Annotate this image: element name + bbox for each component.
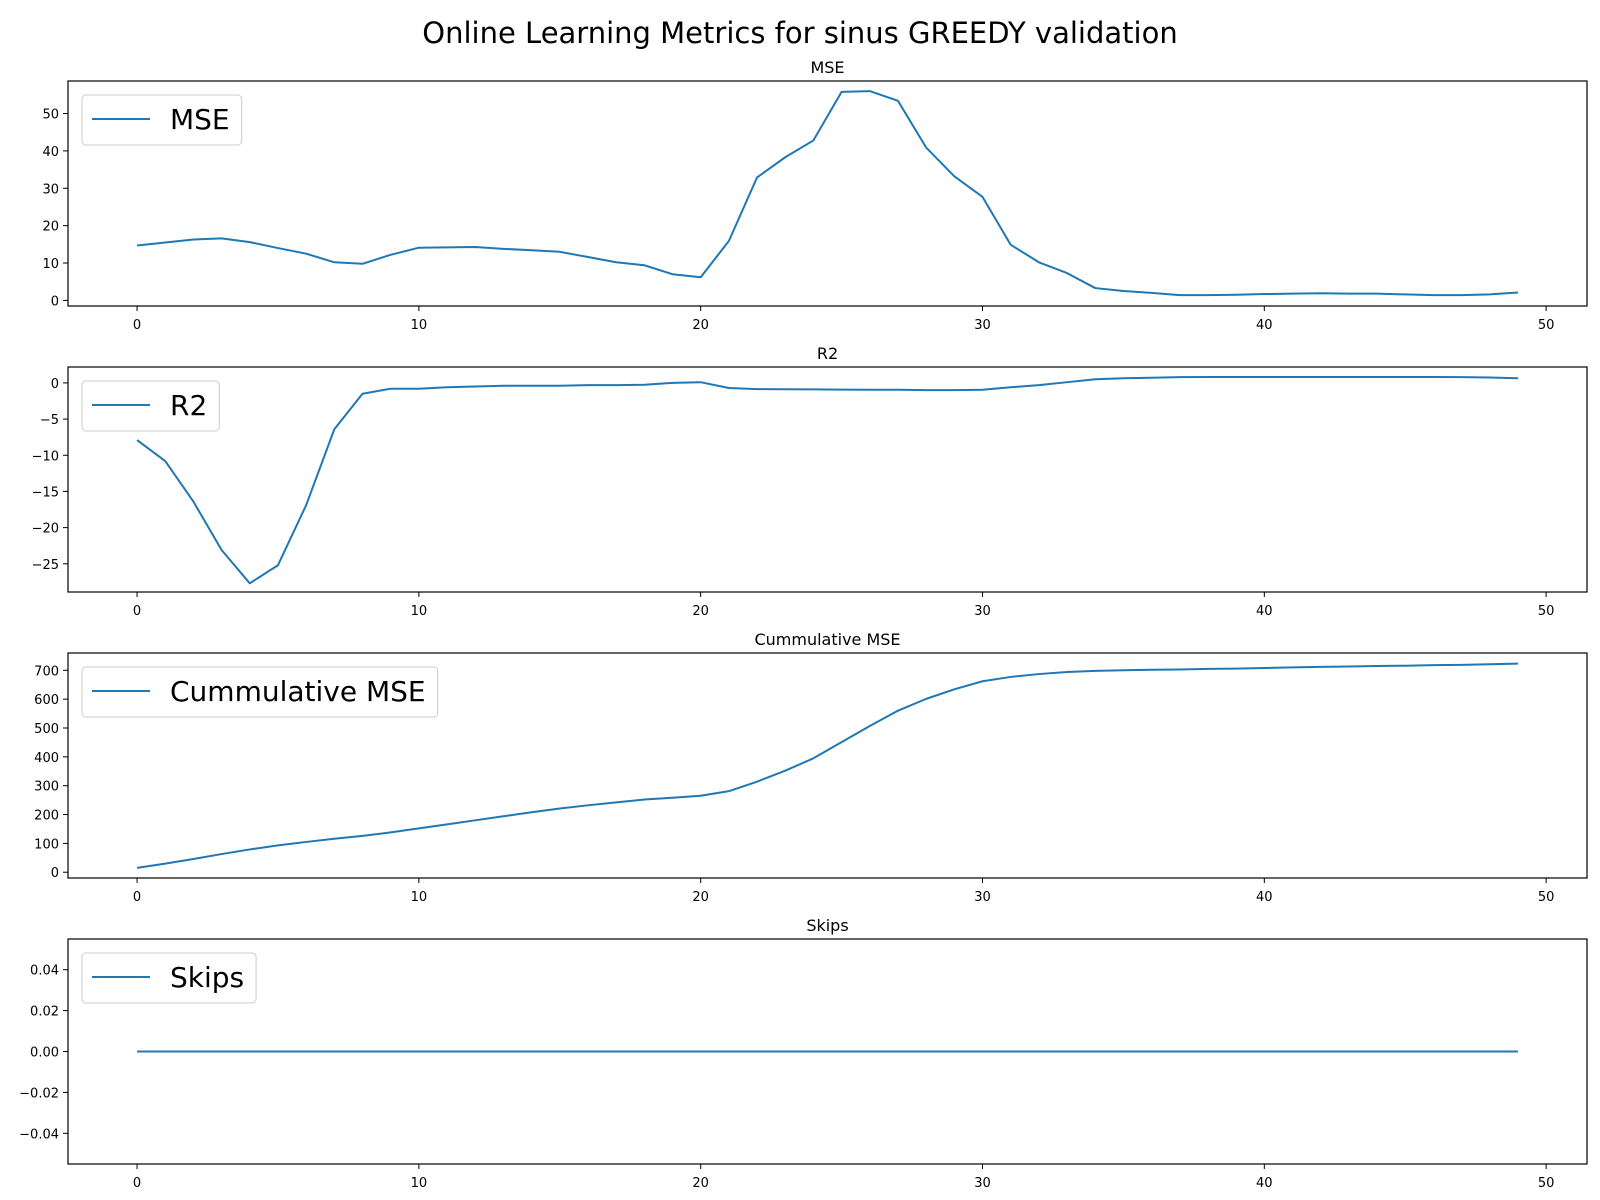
legend-box — [81, 666, 439, 718]
x-tick-label: 40 — [1256, 1176, 1273, 1191]
subplot-title: Cummulative MSE — [754, 630, 900, 649]
figure-title: Online Learning Metrics for sinus GREEDY… — [422, 16, 1178, 50]
x-tick-label: 40 — [1256, 318, 1273, 333]
x-tick-label: 30 — [974, 1176, 991, 1191]
x-tick-label: 0 — [133, 890, 141, 905]
y-tick-label: 10 — [42, 257, 59, 272]
y-tick-label: 0.00 — [30, 1046, 59, 1061]
subplot-title: Skips — [806, 916, 848, 935]
legend-label: MSE — [170, 103, 230, 136]
legend: R2 — [81, 380, 220, 432]
x-tick-label: 30 — [974, 604, 991, 619]
y-tick-label: 50 — [42, 108, 59, 123]
y-tick-label: −0.02 — [19, 1086, 59, 1101]
x-tick-label: 50 — [1538, 318, 1555, 333]
subplot-4: Skips 0 10 20 30 40 50 −0.04 −0.02 0.00 0.02 0.04 Sk… — [19, 916, 1588, 1191]
x-tick-label: 20 — [692, 1176, 709, 1191]
y-tick-label: −5 — [40, 413, 59, 428]
x-tick-label: 30 — [974, 318, 991, 333]
y-tick-label: −10 — [32, 449, 59, 464]
y-tick-label: 20 — [42, 220, 59, 235]
x-tick-label: 20 — [692, 318, 709, 333]
y-tick-label: 100 — [34, 837, 59, 852]
x-tick-label: 40 — [1256, 890, 1273, 905]
y-tick-label: 600 — [34, 693, 59, 708]
x-tick-label: 10 — [411, 1176, 428, 1191]
legend-label: Skips — [170, 961, 244, 994]
y-tick-label: 300 — [34, 780, 59, 795]
x-tick-label: 10 — [411, 604, 428, 619]
y-tick-label: −15 — [32, 485, 59, 500]
axes-frame — [67, 652, 1588, 879]
x-tick-label: 10 — [411, 890, 428, 905]
legend-label: R2 — [170, 389, 207, 422]
x-tick-label: 30 — [974, 890, 991, 905]
y-tick-label: 200 — [34, 809, 59, 824]
y-tick-label: 30 — [42, 182, 59, 197]
axes-frame — [67, 366, 1588, 593]
series-line-1 — [136, 375, 1518, 585]
y-tick-label: 0 — [51, 866, 59, 881]
subplot-title: MSE — [810, 58, 844, 77]
y-tick-label: 400 — [34, 751, 59, 766]
axes-frame — [67, 80, 1588, 307]
y-tick-label: −0.04 — [19, 1127, 59, 1142]
series-line-1 — [136, 90, 1519, 297]
x-tick-label: 20 — [692, 604, 709, 619]
x-tick-label: 50 — [1538, 890, 1555, 905]
y-tick-label: −25 — [32, 558, 59, 573]
x-tick-label: 0 — [133, 318, 141, 333]
y-tick-label: 0.04 — [30, 964, 59, 979]
legend: MSE — [81, 94, 243, 146]
legend: Cummulative MSE — [81, 666, 439, 718]
subplot-title: R2 — [817, 344, 838, 363]
y-tick-label: −20 — [32, 522, 59, 537]
y-tick-label: 40 — [42, 145, 59, 160]
x-tick-label: 50 — [1538, 604, 1555, 619]
y-tick-label: 0 — [51, 377, 59, 392]
x-tick-label: 0 — [133, 1176, 141, 1191]
x-tick-label: 40 — [1256, 604, 1273, 619]
subplot-2: R2 0 10 20 30 40 50 −25 −20 −15 −10 −5 0 R2 — [32, 344, 1588, 619]
y-tick-label: 0 — [51, 294, 59, 309]
legend-box — [81, 952, 257, 1004]
x-tick-label: 20 — [692, 890, 709, 905]
y-tick-label: 0.02 — [30, 1005, 59, 1020]
x-tick-label: 50 — [1538, 1176, 1555, 1191]
legend: Skips — [81, 952, 257, 1004]
y-tick-label: 500 — [34, 722, 59, 737]
x-tick-label: 0 — [133, 604, 141, 619]
legend-box — [81, 380, 220, 432]
x-tick-label: 10 — [411, 318, 428, 333]
legend-box — [81, 94, 243, 146]
legend-label: Cummulative MSE — [170, 675, 426, 708]
y-tick-label: 700 — [34, 664, 59, 679]
subplot-1: MSE 0 10 20 30 40 50 0 10 20 30 40 50 MSE — [42, 58, 1588, 333]
series-line-1 — [136, 662, 1518, 869]
